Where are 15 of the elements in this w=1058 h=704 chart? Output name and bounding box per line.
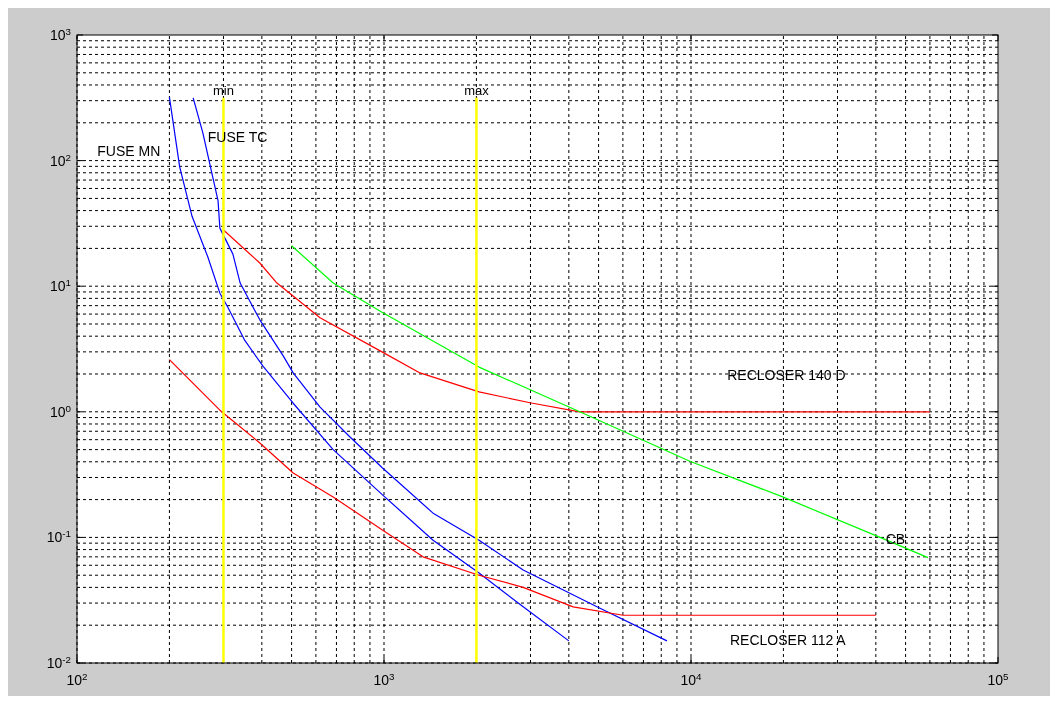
annotation: RECLOSER 112 A	[729, 632, 847, 649]
y-tick-label: 10$^{0}$	[49, 402, 72, 420]
y-tick-label: 10$^{-2}$	[46, 653, 71, 671]
x-tick-label: 10$^{3}$	[373, 670, 396, 688]
y-tick-label: 10$^{2}$	[49, 151, 71, 169]
y-tick-label: 10$^{3}$	[49, 25, 72, 43]
annotation: FUSE MN	[97, 142, 161, 159]
ref-line-label: min	[213, 82, 234, 98]
annotation: RECLOSER 140 D	[727, 367, 846, 384]
y-tick-label: 10$^{-1}$	[46, 527, 71, 546]
x-tick-label: 10$^{2}$	[66, 670, 88, 688]
ref-line-label: max	[464, 82, 490, 98]
x-tick-label: 10$^{5}$	[987, 670, 1010, 688]
x-tick-label: 10$^{4}$	[680, 670, 703, 688]
y-tick-label: 10$^{1}$	[49, 276, 71, 295]
